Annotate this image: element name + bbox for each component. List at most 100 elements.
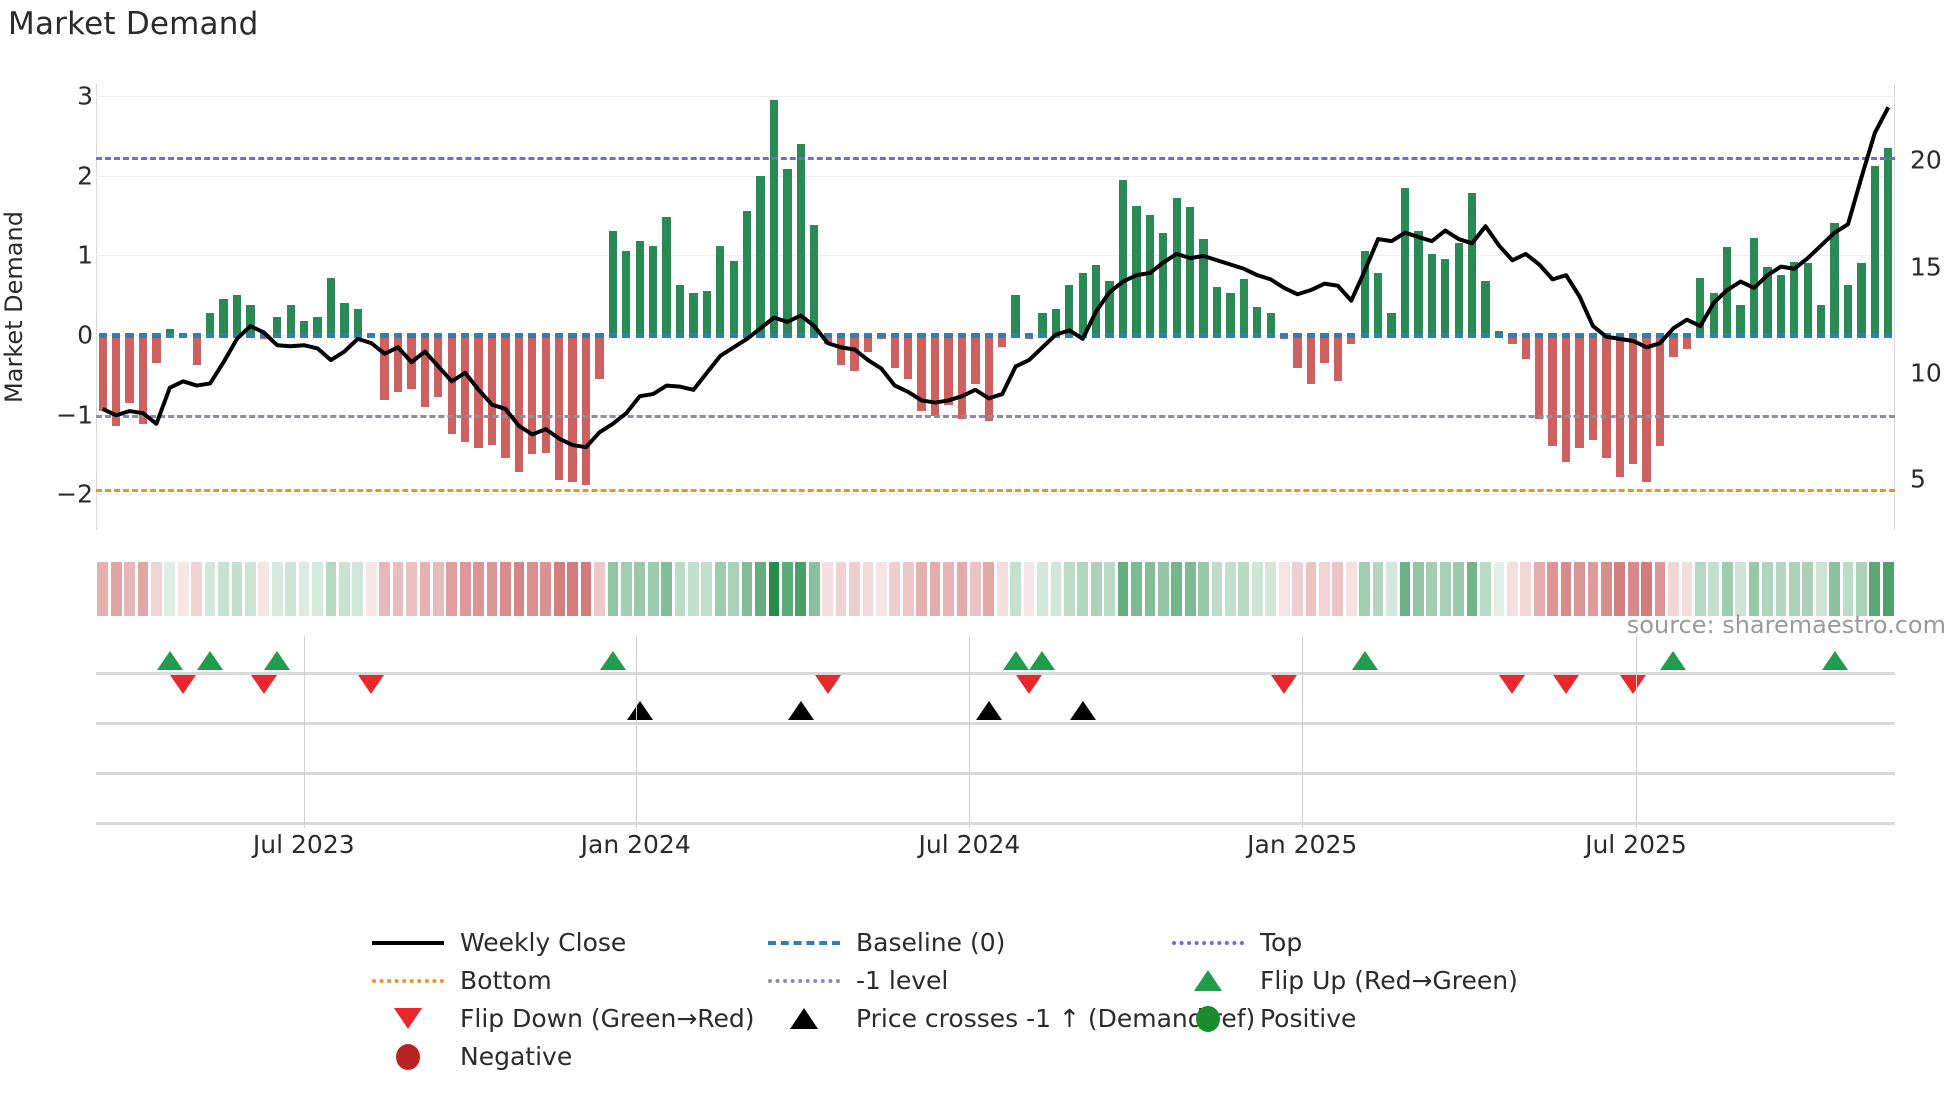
red-triangle-down-icon — [370, 1008, 446, 1029]
baseline-segment — [420, 332, 430, 338]
demand-bar — [246, 304, 255, 335]
flip-up-marker — [1002, 651, 1029, 670]
baseline-segment — [608, 332, 618, 338]
demand-bar — [299, 320, 309, 335]
flip-up-marker — [1821, 651, 1848, 670]
demand-bar — [930, 334, 940, 417]
baseline-segment — [904, 332, 913, 338]
heat-cell — [1869, 562, 1881, 616]
solid-black-line-icon — [370, 940, 446, 945]
demand-bar — [1857, 263, 1866, 335]
heat-cell — [298, 562, 310, 616]
heat-cell — [1359, 562, 1371, 616]
baseline-segment — [1803, 332, 1812, 338]
demand-bar — [1360, 251, 1369, 335]
legend-item[interactable]: Flip Up (Red→Green) — [1170, 966, 1518, 995]
heat-cell — [1748, 562, 1760, 616]
heat-cell — [379, 562, 390, 616]
baseline-segment — [138, 332, 148, 338]
heat-cell — [392, 562, 404, 616]
page-title: Market Demand — [8, 6, 259, 42]
baseline-segment — [1816, 332, 1826, 338]
legend-item[interactable]: Baseline (0) — [766, 928, 1005, 957]
baseline-segment — [1655, 332, 1665, 338]
baseline-segment — [890, 332, 899, 338]
flip-down-marker — [1016, 675, 1043, 694]
demand-bar — [98, 334, 107, 411]
demand-bar — [219, 299, 228, 335]
baseline-segment — [273, 332, 282, 338]
baseline-segment — [1857, 332, 1866, 338]
flip-down-marker — [814, 675, 841, 694]
heat-cell — [1480, 562, 1491, 616]
demand-bar — [944, 334, 953, 405]
demand-bar — [205, 312, 215, 335]
heat-cell — [1654, 562, 1666, 616]
dotted-purple-line-icon — [1170, 940, 1246, 945]
demand-bar — [662, 217, 671, 335]
demand-bar — [1521, 334, 1530, 359]
demand-bar — [138, 334, 148, 425]
demand-bar — [810, 224, 819, 335]
baseline-segment — [219, 332, 228, 338]
flip-down-marker — [1499, 675, 1526, 694]
legend-item[interactable]: -1 level — [766, 966, 948, 995]
legend-item[interactable]: Negative — [370, 1042, 572, 1071]
heat-cell — [1386, 562, 1397, 616]
demand-bar — [1763, 267, 1772, 335]
heat-cell — [1520, 562, 1532, 616]
baseline-segment — [1159, 332, 1168, 338]
heat-cell — [808, 562, 820, 616]
legend-item[interactable]: Flip Down (Green→Red) — [370, 1004, 755, 1033]
heat-cell — [1198, 562, 1209, 616]
heat-cell — [634, 562, 646, 616]
demand-bar — [689, 293, 698, 335]
demand-bar — [1736, 304, 1745, 335]
heat-cell — [580, 562, 592, 616]
demand-bar — [111, 334, 121, 427]
baseline-segment — [165, 332, 174, 338]
baseline-segment — [1548, 332, 1557, 338]
heat-cell — [1466, 562, 1478, 616]
baseline-segment — [1145, 332, 1155, 338]
baseline-segment — [326, 332, 336, 338]
legend-item[interactable]: Bottom — [370, 966, 552, 995]
baseline-segment — [1843, 332, 1853, 338]
demand-bar — [555, 334, 564, 480]
demand-bar — [729, 260, 738, 335]
demand-bar — [1427, 253, 1436, 335]
baseline-segment — [863, 332, 873, 338]
baseline-segment — [944, 332, 953, 338]
legend-item-label: Bottom — [460, 966, 552, 995]
heat-cell — [1721, 562, 1733, 616]
flip-up-marker — [1029, 651, 1056, 670]
heat-cell — [1023, 562, 1035, 616]
heat-cell — [1077, 562, 1089, 616]
baseline-segment — [1279, 332, 1289, 338]
heat-cell — [1614, 562, 1626, 616]
heat-cell — [1131, 562, 1142, 616]
demand-heat-strip — [96, 562, 1895, 616]
demand-bar — [1051, 309, 1061, 335]
legend-item[interactable]: Positive — [1170, 1004, 1356, 1033]
flip-down-marker — [358, 675, 385, 694]
legend-item[interactable]: Weekly Close — [370, 928, 626, 957]
heat-cell — [1694, 562, 1706, 616]
baseline-segment — [810, 332, 819, 338]
x-tick-label: Jul 2024 — [918, 830, 1021, 859]
heat-cell — [849, 562, 860, 616]
gridline — [96, 334, 1895, 336]
legend-item[interactable]: Price crosses -1 ↑ (Demand ref) — [766, 1004, 1255, 1033]
baseline-segment — [1870, 332, 1879, 338]
legend-item[interactable]: Top — [1170, 928, 1302, 957]
heat-cell — [164, 562, 176, 616]
main-plot-area: Market Demand Weekly Close Price 3210−1−… — [0, 81, 1942, 530]
demand-bar — [192, 334, 201, 366]
baseline-segment — [353, 332, 362, 338]
heat-cell — [1587, 562, 1599, 616]
baseline-segment — [1790, 332, 1799, 338]
flip-down-marker — [1620, 675, 1647, 694]
heat-cell — [1507, 562, 1518, 616]
price-cross-up-marker — [1069, 701, 1096, 720]
heat-cell — [1238, 562, 1250, 616]
